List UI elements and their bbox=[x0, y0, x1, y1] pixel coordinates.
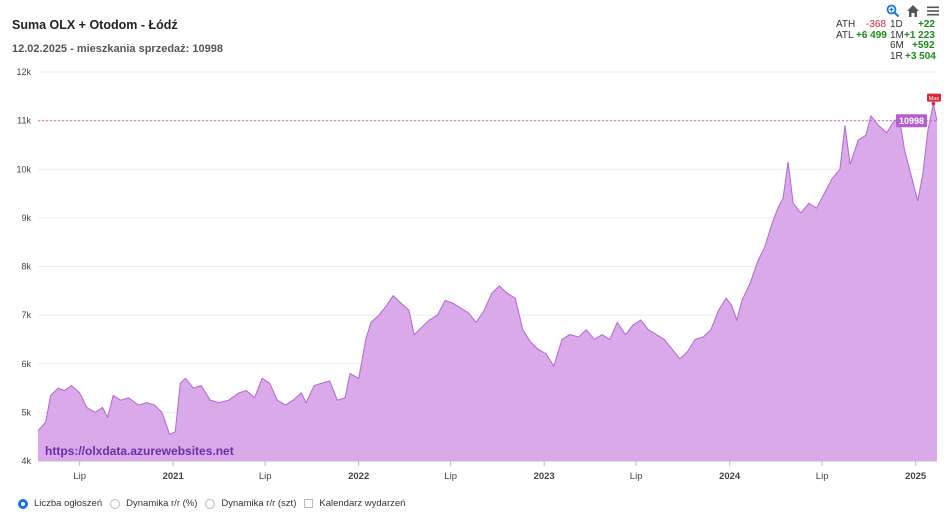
badges: 10998 Max bbox=[896, 93, 941, 128]
y-tick-label: 6k bbox=[21, 359, 31, 369]
max-point bbox=[931, 101, 936, 106]
x-tick-label: Lip bbox=[816, 471, 829, 482]
ath-value: -368 bbox=[866, 19, 887, 30]
legend-item-calendar[interactable]: Kalendarz wydarzeń bbox=[304, 498, 405, 509]
last-value-label: 10998 bbox=[899, 116, 924, 126]
x-tick-label: Lip bbox=[259, 471, 272, 482]
y-tick-label: 12k bbox=[16, 67, 31, 77]
x-tick-label: Lip bbox=[73, 471, 86, 482]
legend-item-dynamics-qty[interactable]: Dynamika r/r (szt) bbox=[205, 498, 296, 509]
legend-label-calendar: Kalendarz wydarzeń bbox=[319, 498, 406, 509]
menu-icon[interactable] bbox=[926, 4, 940, 18]
x-tick-label: 2021 bbox=[163, 471, 185, 482]
d1-value: +22 bbox=[918, 19, 935, 30]
atl-value: +6 499 bbox=[856, 29, 887, 41]
legend-item-dynamics-pct[interactable]: Dynamika r/r (%) bbox=[110, 498, 197, 509]
atl-label: ATL bbox=[836, 29, 854, 41]
radio-icon[interactable] bbox=[205, 498, 216, 509]
legend-label-count: Liczba ogłoszeń bbox=[34, 498, 103, 509]
legend-label-dynamics-pct: Dynamika r/r (%) bbox=[126, 498, 198, 509]
m6-value: +592 bbox=[912, 40, 935, 51]
chart-subtitle: 12.02.2025 - mieszkania sprzedaż: 10998 bbox=[12, 43, 223, 55]
r1-value: +3 504 bbox=[905, 50, 936, 62]
y-tick-label: 9k bbox=[21, 213, 31, 223]
r1-label: 1R bbox=[890, 50, 903, 62]
chart-title: Suma OLX + Otodom - Łódź bbox=[12, 18, 178, 32]
x-tick-label: 2022 bbox=[348, 471, 369, 482]
legend-item-count[interactable]: Liczba ogłoszeń bbox=[18, 498, 102, 509]
y-tick-label: 10k bbox=[16, 164, 31, 174]
y-axis: 4k 5k 6k 7k 8k 9k 10k 11k 12k bbox=[16, 67, 31, 466]
max-label: Max bbox=[929, 96, 940, 102]
chart-legend: Liczba ogłoszeń Dynamika r/r (%) Dynamik… bbox=[18, 498, 413, 509]
series-area bbox=[38, 103, 937, 461]
y-tick-label: 7k bbox=[21, 310, 31, 320]
last-value-badge: 10998 bbox=[896, 114, 927, 128]
home-icon[interactable] bbox=[906, 4, 920, 18]
checkbox-icon[interactable] bbox=[304, 499, 314, 508]
watermark: https://olxdata.azurewebsites.net bbox=[45, 444, 234, 458]
zoom-icon[interactable] bbox=[886, 4, 900, 18]
x-tick-label: 2025 bbox=[905, 471, 927, 482]
x-tick-label: 2023 bbox=[534, 471, 555, 482]
m1-value: +1 223 bbox=[904, 29, 935, 41]
x-tick-label: Lip bbox=[444, 471, 457, 482]
x-tick-label: 2024 bbox=[719, 471, 741, 482]
y-tick-label: 4k bbox=[21, 456, 31, 466]
y-tick-label: 11k bbox=[17, 116, 31, 126]
radio-icon[interactable] bbox=[18, 498, 28, 509]
legend-label-dynamics-qty: Dynamika r/r (szt) bbox=[221, 498, 297, 509]
max-badge: Max bbox=[927, 93, 941, 106]
chart-toolbar bbox=[886, 4, 940, 18]
series-line bbox=[37, 103, 938, 435]
m1-label: 1M bbox=[890, 29, 904, 41]
d1-label: 1D bbox=[890, 19, 903, 30]
x-tick-label: Lip bbox=[630, 471, 643, 482]
radio-icon[interactable] bbox=[110, 498, 121, 509]
ath-label: ATH bbox=[836, 19, 856, 30]
m6-label: 6M bbox=[890, 40, 904, 51]
y-tick-label: 5k bbox=[21, 407, 31, 417]
y-tick-label: 8k bbox=[21, 262, 31, 272]
x-axis: Lip 2021 Lip 2022 Lip 2023 Lip 2024 Lip 2025 bbox=[38, 460, 937, 482]
area-chart[interactable]: 4k 5k 6k 7k 8k 9k 10k 11k 12k Lip 2021 Lip 2022 Lip 2… bbox=[0, 0, 948, 490]
